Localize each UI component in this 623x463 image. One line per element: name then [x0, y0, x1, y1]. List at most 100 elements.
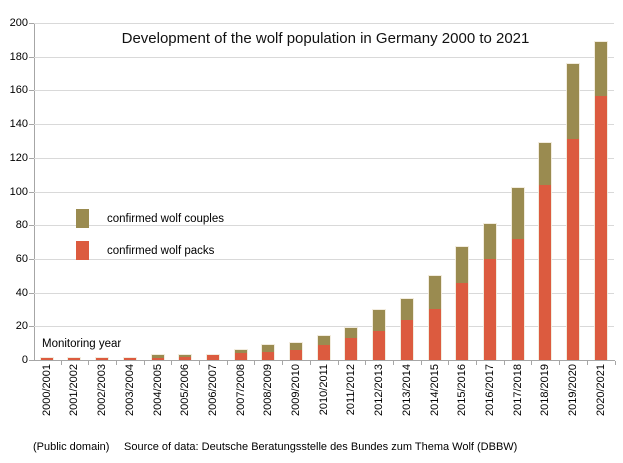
bar-2002/2003 — [95, 357, 110, 360]
x-tick-19 — [586, 361, 588, 365]
x-axis-label-2000/2001: 2000/2001 — [40, 364, 53, 416]
x-axis-label-2011/2012: 2011/2012 — [345, 364, 358, 416]
x-axis-label-2013/2014: 2013/2014 — [400, 364, 413, 416]
bar-segment-packs-2019/2020 — [567, 139, 579, 360]
legend-packs-swatch — [76, 241, 89, 260]
bar-segment-packs-2000/2001 — [40, 358, 53, 360]
x-axis-line — [34, 360, 615, 361]
bar-2006/2007 — [205, 353, 220, 360]
bar-segment-couples-2012/2013 — [373, 309, 386, 332]
bar-2017/2018 — [510, 187, 525, 360]
bar-segment-couples-2010/2011 — [317, 336, 330, 345]
bar-2007/2008 — [233, 348, 248, 360]
x-axis-label-2019/2020: 2019/2020 — [567, 364, 579, 416]
x-tick-16 — [503, 361, 505, 365]
x-axis-label-2007/2008: 2007/2008 — [234, 364, 247, 416]
bar-2009/2010 — [289, 342, 303, 360]
bar-segment-couples-2011/2012 — [345, 328, 358, 339]
bar-2005/2006 — [178, 353, 193, 360]
x-tick-9 — [309, 361, 311, 365]
x-tick-5 — [199, 361, 201, 365]
x-tick-13 — [420, 361, 422, 365]
bar-2016/2017 — [482, 222, 497, 360]
bar-segment-packs-2005/2006 — [179, 356, 192, 360]
bar-segment-couples-2013/2014 — [400, 299, 413, 320]
bar-2020/2021 — [593, 40, 608, 360]
x-axis-label-2014/2015: 2014/2015 — [428, 364, 441, 416]
bar-2019/2020 — [566, 62, 580, 360]
x-axis-label-2003/2004: 2003/2004 — [123, 364, 136, 416]
bar-segment-packs-2001/2002 — [68, 358, 81, 360]
x-tick-6 — [226, 361, 228, 365]
x-axis-label-2006/2007: 2006/2007 — [206, 364, 219, 416]
y-axis-label-80: 80 — [15, 219, 28, 232]
gridline-180 — [34, 56, 614, 58]
x-tick-11 — [365, 361, 367, 365]
legend-couples-label: confirmed wolf couples — [107, 213, 224, 225]
bar-2015/2016 — [455, 246, 470, 360]
bar-2001/2002 — [67, 357, 82, 360]
x-tick-2 — [115, 361, 117, 365]
bar-segment-packs-2013/2014 — [400, 319, 413, 360]
x-axis-label-2010/2011: 2010/2011 — [317, 364, 330, 416]
bar-2011/2012 — [344, 327, 359, 360]
x-tick-12 — [392, 361, 394, 365]
y-tick-100 — [29, 191, 34, 193]
x-tick-14 — [448, 361, 450, 365]
y-tick-80 — [29, 225, 34, 227]
gridline-160 — [34, 90, 614, 92]
bar-segment-couples-2019/2020 — [567, 63, 579, 140]
bar-segment-packs-2009/2010 — [290, 349, 302, 360]
gridline-20 — [34, 326, 614, 328]
x-tick-7 — [254, 361, 256, 365]
gridline-200 — [34, 23, 614, 24]
bar-segment-couples-2004/2005 — [151, 354, 164, 359]
gridline-80 — [34, 225, 614, 227]
bar-segment-packs-2006/2007 — [206, 354, 219, 360]
bar-segment-packs-2020/2021 — [594, 95, 607, 360]
gridline-60 — [34, 258, 614, 260]
x-axis-label-2016/2017: 2016/2017 — [483, 364, 496, 416]
gridline-140 — [34, 124, 614, 126]
gridline-100 — [34, 191, 614, 193]
x-axis-label-2012/2013: 2012/2013 — [373, 364, 386, 416]
data-source-note: Source of data: Deutsche Beratungsstelle… — [124, 441, 518, 453]
y-tick-180 — [29, 56, 34, 58]
gridline-40 — [34, 292, 614, 294]
y-axis-label-120: 120 — [9, 151, 28, 164]
gridline-120 — [34, 157, 614, 159]
x-tick-10 — [337, 361, 339, 365]
bar-2010/2011 — [316, 335, 331, 360]
y-tick-140 — [29, 124, 34, 126]
bar-segment-packs-2017/2018 — [511, 238, 524, 360]
bar-segment-couples-2008/2009 — [262, 344, 275, 352]
y-axis-label-140: 140 — [9, 118, 28, 131]
x-tick-15 — [476, 361, 478, 365]
x-axis-label-2018/2019: 2018/2019 — [539, 364, 552, 416]
y-tick-40 — [29, 292, 34, 294]
y-axis-label-160: 160 — [9, 84, 28, 97]
bar-2004/2005 — [150, 353, 165, 360]
x-axis-label-2008/2009: 2008/2009 — [262, 364, 275, 416]
x-tick-17 — [531, 361, 533, 365]
y-tick-20 — [29, 326, 34, 328]
bar-segment-couples-2005/2006 — [179, 354, 192, 357]
bar-segment-packs-2008/2009 — [262, 351, 275, 360]
x-axis-title: Monitoring year — [42, 338, 122, 350]
bar-2018/2019 — [538, 141, 553, 360]
bar-segment-packs-2018/2019 — [539, 184, 552, 360]
legend-couples-swatch — [76, 209, 89, 228]
bar-2000/2001 — [39, 357, 54, 360]
bar-segment-packs-2016/2017 — [483, 258, 496, 360]
y-axis-label-0: 0 — [21, 354, 28, 366]
x-tick-1 — [88, 361, 90, 365]
bar-segment-couples-2020/2021 — [594, 41, 607, 96]
bar-2014/2015 — [427, 274, 442, 360]
y-axis-label-40: 40 — [15, 286, 28, 299]
bar-segment-packs-2004/2005 — [151, 358, 164, 360]
bar-segment-couples-2009/2010 — [290, 343, 302, 350]
x-tick-3 — [143, 361, 145, 365]
y-tick-200 — [29, 23, 34, 24]
y-tick-160 — [29, 90, 34, 92]
